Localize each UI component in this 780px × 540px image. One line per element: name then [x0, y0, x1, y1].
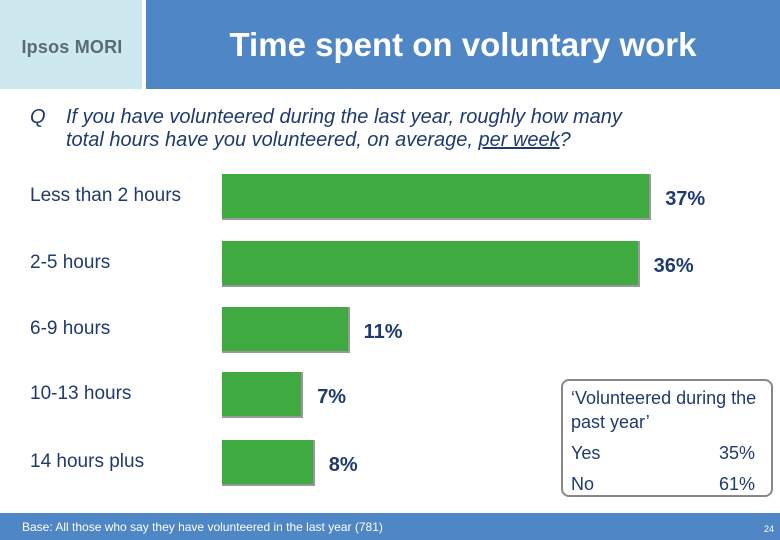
category-label-2-5-hours: 2-5 hours: [30, 252, 111, 273]
value-label-6-9-hours: 11%: [363, 321, 403, 343]
inset-yes-value: 35%: [718, 443, 755, 463]
category-label-less-than-2-hours: Less than 2 hours: [30, 185, 182, 206]
footer-bar: Base: All those who say they have volunt…: [0, 513, 780, 540]
page-number: 24: [763, 524, 774, 534]
question-line-2-prefix: total hours have you volunteered, on ave…: [66, 129, 479, 151]
inset-yes-label: Yes: [571, 443, 601, 463]
question-letter: Q: [30, 106, 46, 128]
question-text: If you have volunteered during the last …: [66, 106, 766, 152]
logo-panel: Ipsos MORI: [0, 0, 144, 89]
value-label-2-5-hours: 36%: [653, 255, 694, 277]
value-label-10-13-hours: 7%: [317, 386, 347, 408]
question-line-2: total hours have you volunteered, on ave…: [66, 129, 766, 152]
bar-10-13-hours: [222, 372, 304, 418]
question-emphasis: per week: [478, 129, 560, 151]
bar-14-hours-plus: [222, 440, 315, 486]
category-label-14-hours-plus: 14 hours plus: [30, 451, 145, 472]
inset-title: ‘Volunteered during the past year’: [571, 388, 757, 432]
title-banner: Time spent on voluntary work: [146, 0, 780, 89]
inset-no-value: 61%: [718, 474, 755, 494]
bar-less-than-2-hours: [222, 174, 652, 220]
value-label-less-than-2-hours: 37%: [665, 188, 706, 210]
category-label-10-13-hours: 10-13 hours: [30, 383, 132, 404]
bar-6-9-hours: [222, 307, 350, 353]
slide-title: Time spent on voluntary work: [229, 26, 697, 63]
question-line-1: If you have volunteered during the last …: [66, 106, 622, 128]
bar-2-5-hours: [222, 241, 640, 287]
category-label-6-9-hours: 6-9 hours: [30, 318, 111, 339]
volunteered-inset-box: ‘Volunteered during the past year’ Yes 3…: [561, 379, 773, 497]
inset-no-label: No: [571, 474, 595, 494]
base-note: Base: All those who say they have volunt…: [22, 520, 383, 534]
question-line-2-suffix: ?: [559, 129, 571, 151]
ipsos-mori-logo: Ipsos MORI: [21, 37, 123, 57]
value-label-14-hours-plus: 8%: [328, 454, 358, 476]
